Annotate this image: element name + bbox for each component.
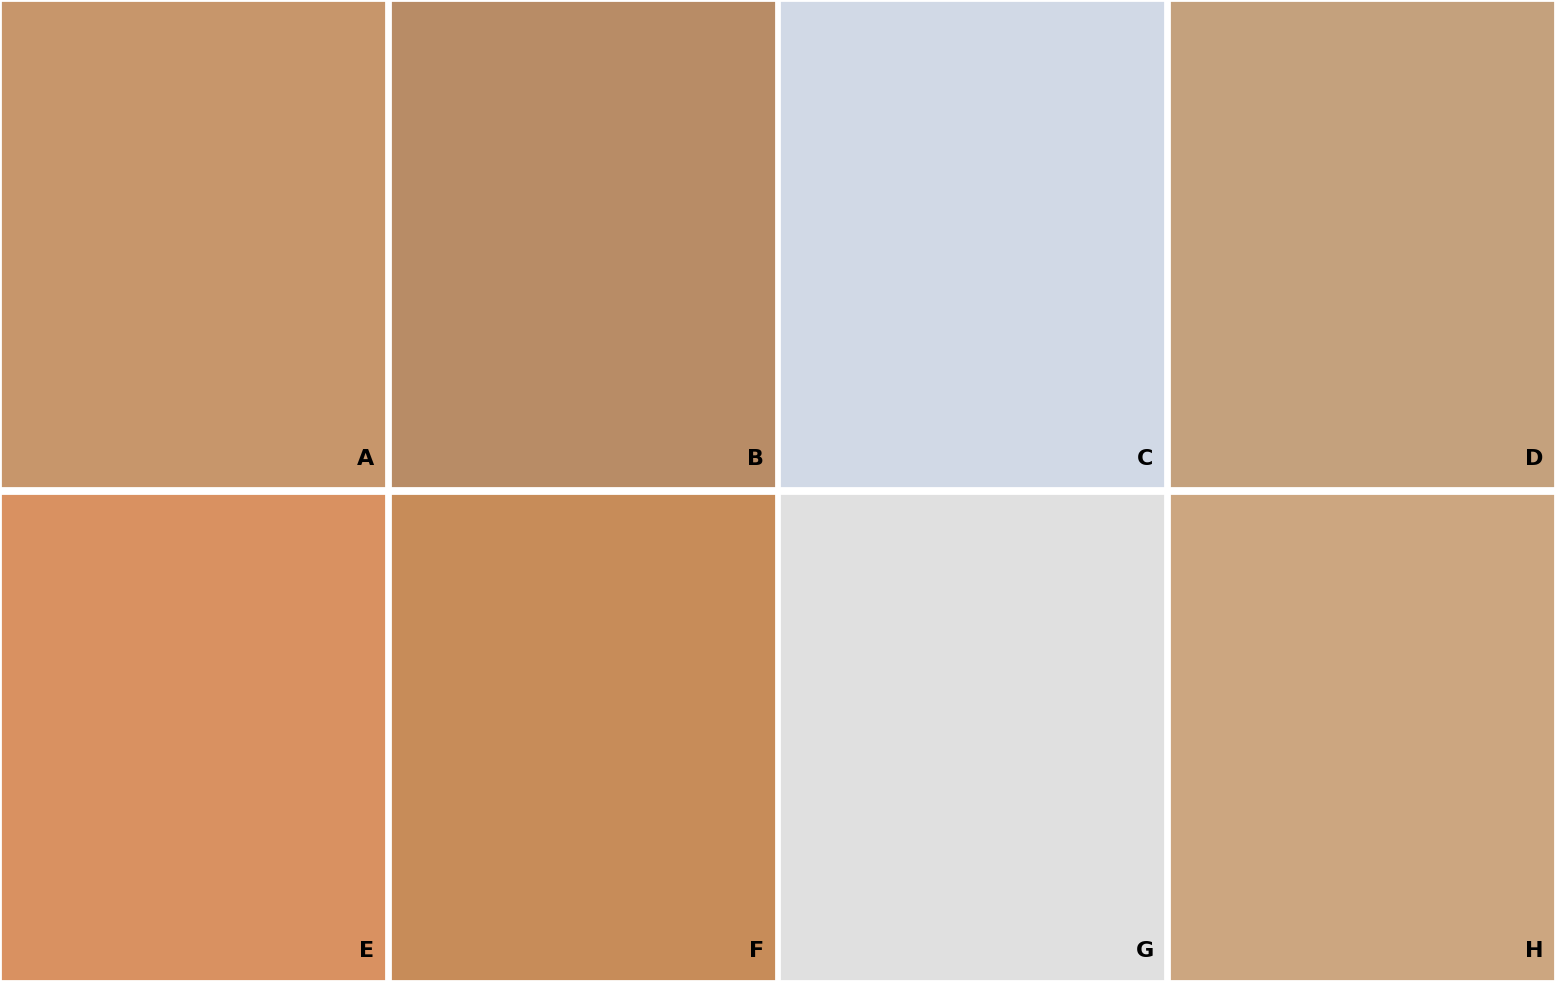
Text: F: F [750,942,764,961]
Text: B: B [746,448,764,469]
Text: H: H [1525,942,1544,961]
Text: G: G [1135,942,1154,961]
Text: D: D [1525,448,1544,469]
Text: C: C [1137,448,1154,469]
Text: E: E [359,942,375,961]
Text: A: A [358,448,375,469]
